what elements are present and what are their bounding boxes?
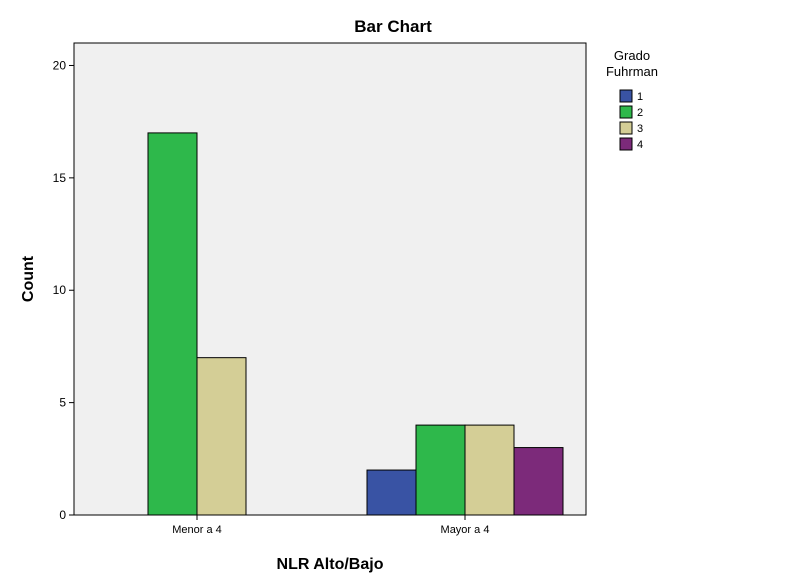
y-tick-label: 5 [59,396,66,410]
legend-swatch-3 [619,121,633,135]
x-axis-title: NLR Alto/Bajo [277,556,384,573]
x-tick-label: Menor a 4 [172,524,222,536]
y-tick-label: 20 [53,58,67,72]
x-axis: Menor a 4 Mayor a 4 [172,515,489,536]
y-axis: 0 5 10 15 20 [53,58,74,522]
bar-menor-a-4-series-2 [147,132,198,516]
legend-label-4: 4 [637,139,643,151]
y-axis-title: Count [20,255,37,302]
legend-title-line-2: Fuhrman [606,64,658,79]
legend-label-1: 1 [637,91,643,103]
x-tick-label: Mayor a 4 [441,524,490,536]
legend-swatch-2 [619,105,633,119]
y-tick-label: 0 [59,508,66,522]
y-tick-label: 15 [53,171,67,185]
bar-mayor-a-4-series-4 [513,447,564,516]
chart-title: Bar Chart [354,17,432,36]
legend: Grado Fuhrman 1 2 3 4 [606,48,658,151]
bar-mayor-a-4-series-3 [464,424,515,516]
y-tick-label: 10 [53,283,67,297]
bars-group [147,132,564,516]
legend-label-2: 2 [637,107,643,119]
legend-label-3: 3 [637,123,643,135]
legend-swatch-4 [619,137,633,151]
bar-menor-a-4-series-3 [196,357,247,516]
legend-title-line-1: Grado [614,48,650,63]
legend-swatch-1 [619,89,633,103]
bar-mayor-a-4-series-1 [366,469,417,516]
bar-mayor-a-4-series-2 [415,424,466,516]
